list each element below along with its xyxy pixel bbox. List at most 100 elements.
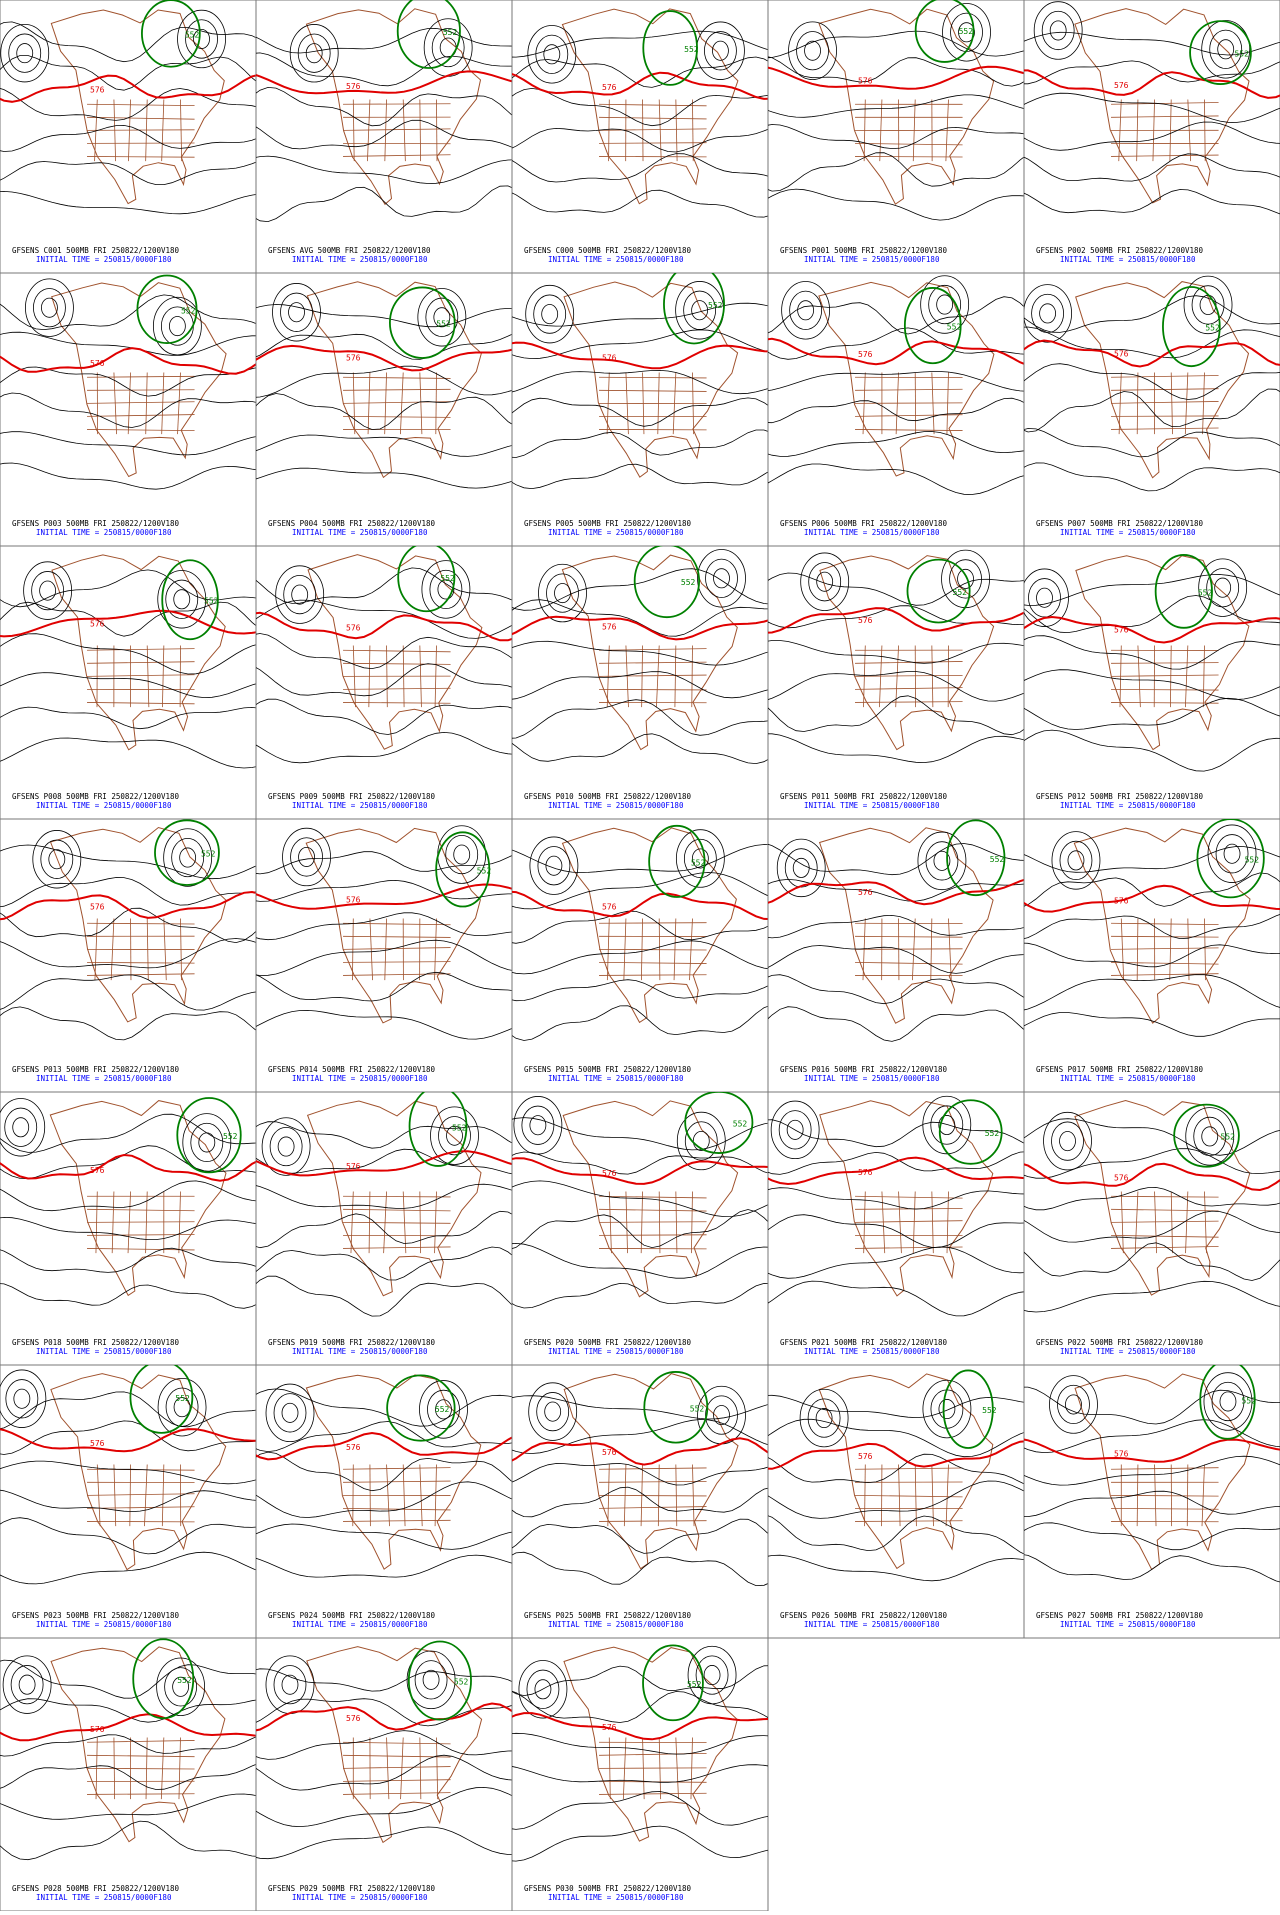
- panel-title: GFSENS P020 500MB FRI 250822/1200V180: [524, 1338, 692, 1347]
- initial-time: INITIAL TIME = 250815/0000F180: [292, 1347, 428, 1356]
- initial-time: INITIAL TIME = 250815/0000F180: [1060, 528, 1196, 537]
- contour-label: 576: [1114, 1449, 1129, 1458]
- panel-title: GFSENS P003 500MB FRI 250822/1200V180: [12, 519, 180, 528]
- map-panel: 576 552 GFSENS P008 500MB FRI 250822/1200V…: [0, 546, 260, 819]
- initial-time: INITIAL TIME = 250815/0000F180: [36, 528, 172, 537]
- initial-time: INITIAL TIME = 250815/0000F180: [548, 1347, 684, 1356]
- panel-bg: [1024, 0, 1280, 273]
- panel-title: GFSENS P008 500MB FRI 250822/1200V180: [12, 792, 180, 801]
- initial-time: INITIAL TIME = 250815/0000F180: [548, 528, 684, 537]
- contour-label: 552: [687, 1680, 702, 1689]
- contour-label: 576: [90, 903, 105, 912]
- contour-label: 552: [947, 323, 962, 332]
- panel-bg: [0, 546, 256, 819]
- panel-bg: [768, 0, 1024, 273]
- panel-bg: [512, 1638, 768, 1911]
- panel-title: GFSENS P021 500MB FRI 250822/1200V180: [780, 1338, 948, 1347]
- initial-time: INITIAL TIME = 250815/0000F180: [548, 255, 684, 264]
- contour-label: 552: [733, 1119, 748, 1128]
- panel-title: GFSENS P019 500MB FRI 250822/1200V180: [268, 1338, 436, 1347]
- contour-label: 552: [953, 588, 968, 597]
- initial-time: INITIAL TIME = 250815/0000F180: [292, 255, 428, 264]
- initial-time: INITIAL TIME = 250815/0000F180: [36, 1347, 172, 1356]
- panel-bg: [0, 273, 256, 546]
- panel-title: GFSENS P001 500MB FRI 250822/1200V180: [780, 246, 948, 255]
- initial-time: INITIAL TIME = 250815/0000F180: [804, 1074, 940, 1083]
- panel-bg: [512, 546, 768, 819]
- contour-label: 576: [90, 619, 105, 628]
- panel-title: GFSENS P009 500MB FRI 250822/1200V180: [268, 792, 436, 801]
- initial-time: INITIAL TIME = 250815/0000F180: [36, 255, 172, 264]
- contour-label: 552: [684, 45, 699, 54]
- initial-time: INITIAL TIME = 250815/0000F180: [36, 1893, 172, 1902]
- contour-label: 552: [681, 578, 696, 587]
- contour-label: 576: [602, 83, 617, 92]
- panel-title: GFSENS AVG 500MB FRI 250822/1200V180: [268, 246, 431, 255]
- contour-label: 576: [1114, 897, 1129, 906]
- panel-bg: [0, 1638, 256, 1911]
- state-border: [436, 100, 437, 162]
- initial-time: INITIAL TIME = 250815/0000F180: [1060, 801, 1196, 810]
- panel-bg: [0, 1092, 256, 1365]
- contour-label: 552: [690, 1404, 705, 1413]
- panel-title: GFSENS P026 500MB FRI 250822/1200V180: [780, 1611, 948, 1620]
- panel-bg: [256, 0, 512, 273]
- contour-label: 552: [477, 866, 492, 875]
- contour-label: 576: [602, 1723, 617, 1732]
- panel-bg: [256, 273, 512, 546]
- contour-label: 576: [90, 359, 105, 368]
- panel-title: GFSENS P012 500MB FRI 250822/1200V180: [1036, 792, 1204, 801]
- initial-time: INITIAL TIME = 250815/0000F180: [36, 801, 172, 810]
- contour-label: 552: [990, 855, 1005, 864]
- contour-label: 576: [602, 903, 617, 912]
- panel-title: GFSENS P017 500MB FRI 250822/1200V180: [1036, 1065, 1204, 1074]
- contour-label: 576: [602, 1448, 617, 1457]
- contour-label: 576: [90, 1725, 105, 1734]
- panel-title: GFSENS P002 500MB FRI 250822/1200V180: [1036, 246, 1204, 255]
- contour-label: 552: [1205, 324, 1220, 333]
- panel-bg: [1024, 273, 1280, 546]
- contour-label: 552: [452, 1123, 467, 1132]
- contour-label: 576: [90, 1166, 105, 1175]
- contour-label: 552: [204, 597, 219, 606]
- contour-label: 576: [858, 616, 873, 625]
- contour-label: 576: [346, 895, 361, 904]
- contour-label: 552: [959, 27, 974, 36]
- panel-title: GFSENS P013 500MB FRI 250822/1200V180: [12, 1065, 180, 1074]
- panel-bg: [256, 819, 512, 1092]
- contour-label: 552: [691, 858, 706, 867]
- panel-bg: [512, 819, 768, 1092]
- initial-time: INITIAL TIME = 250815/0000F180: [292, 1074, 428, 1083]
- initial-time: INITIAL TIME = 250815/0000F180: [548, 1620, 684, 1629]
- panel-bg: [256, 1365, 512, 1638]
- initial-time: INITIAL TIME = 250815/0000F180: [1060, 1620, 1196, 1629]
- state-border: [599, 689, 707, 690]
- state-border: [855, 403, 963, 404]
- panel-bg: [1024, 1092, 1280, 1365]
- initial-time: INITIAL TIME = 250815/0000F180: [1060, 1074, 1196, 1083]
- contour-label: 576: [858, 888, 873, 897]
- contour-label: 552: [982, 1406, 997, 1415]
- state-border: [855, 949, 963, 950]
- panel-title: GFSENS C001 500MB FRI 250822/1200V180: [12, 246, 180, 255]
